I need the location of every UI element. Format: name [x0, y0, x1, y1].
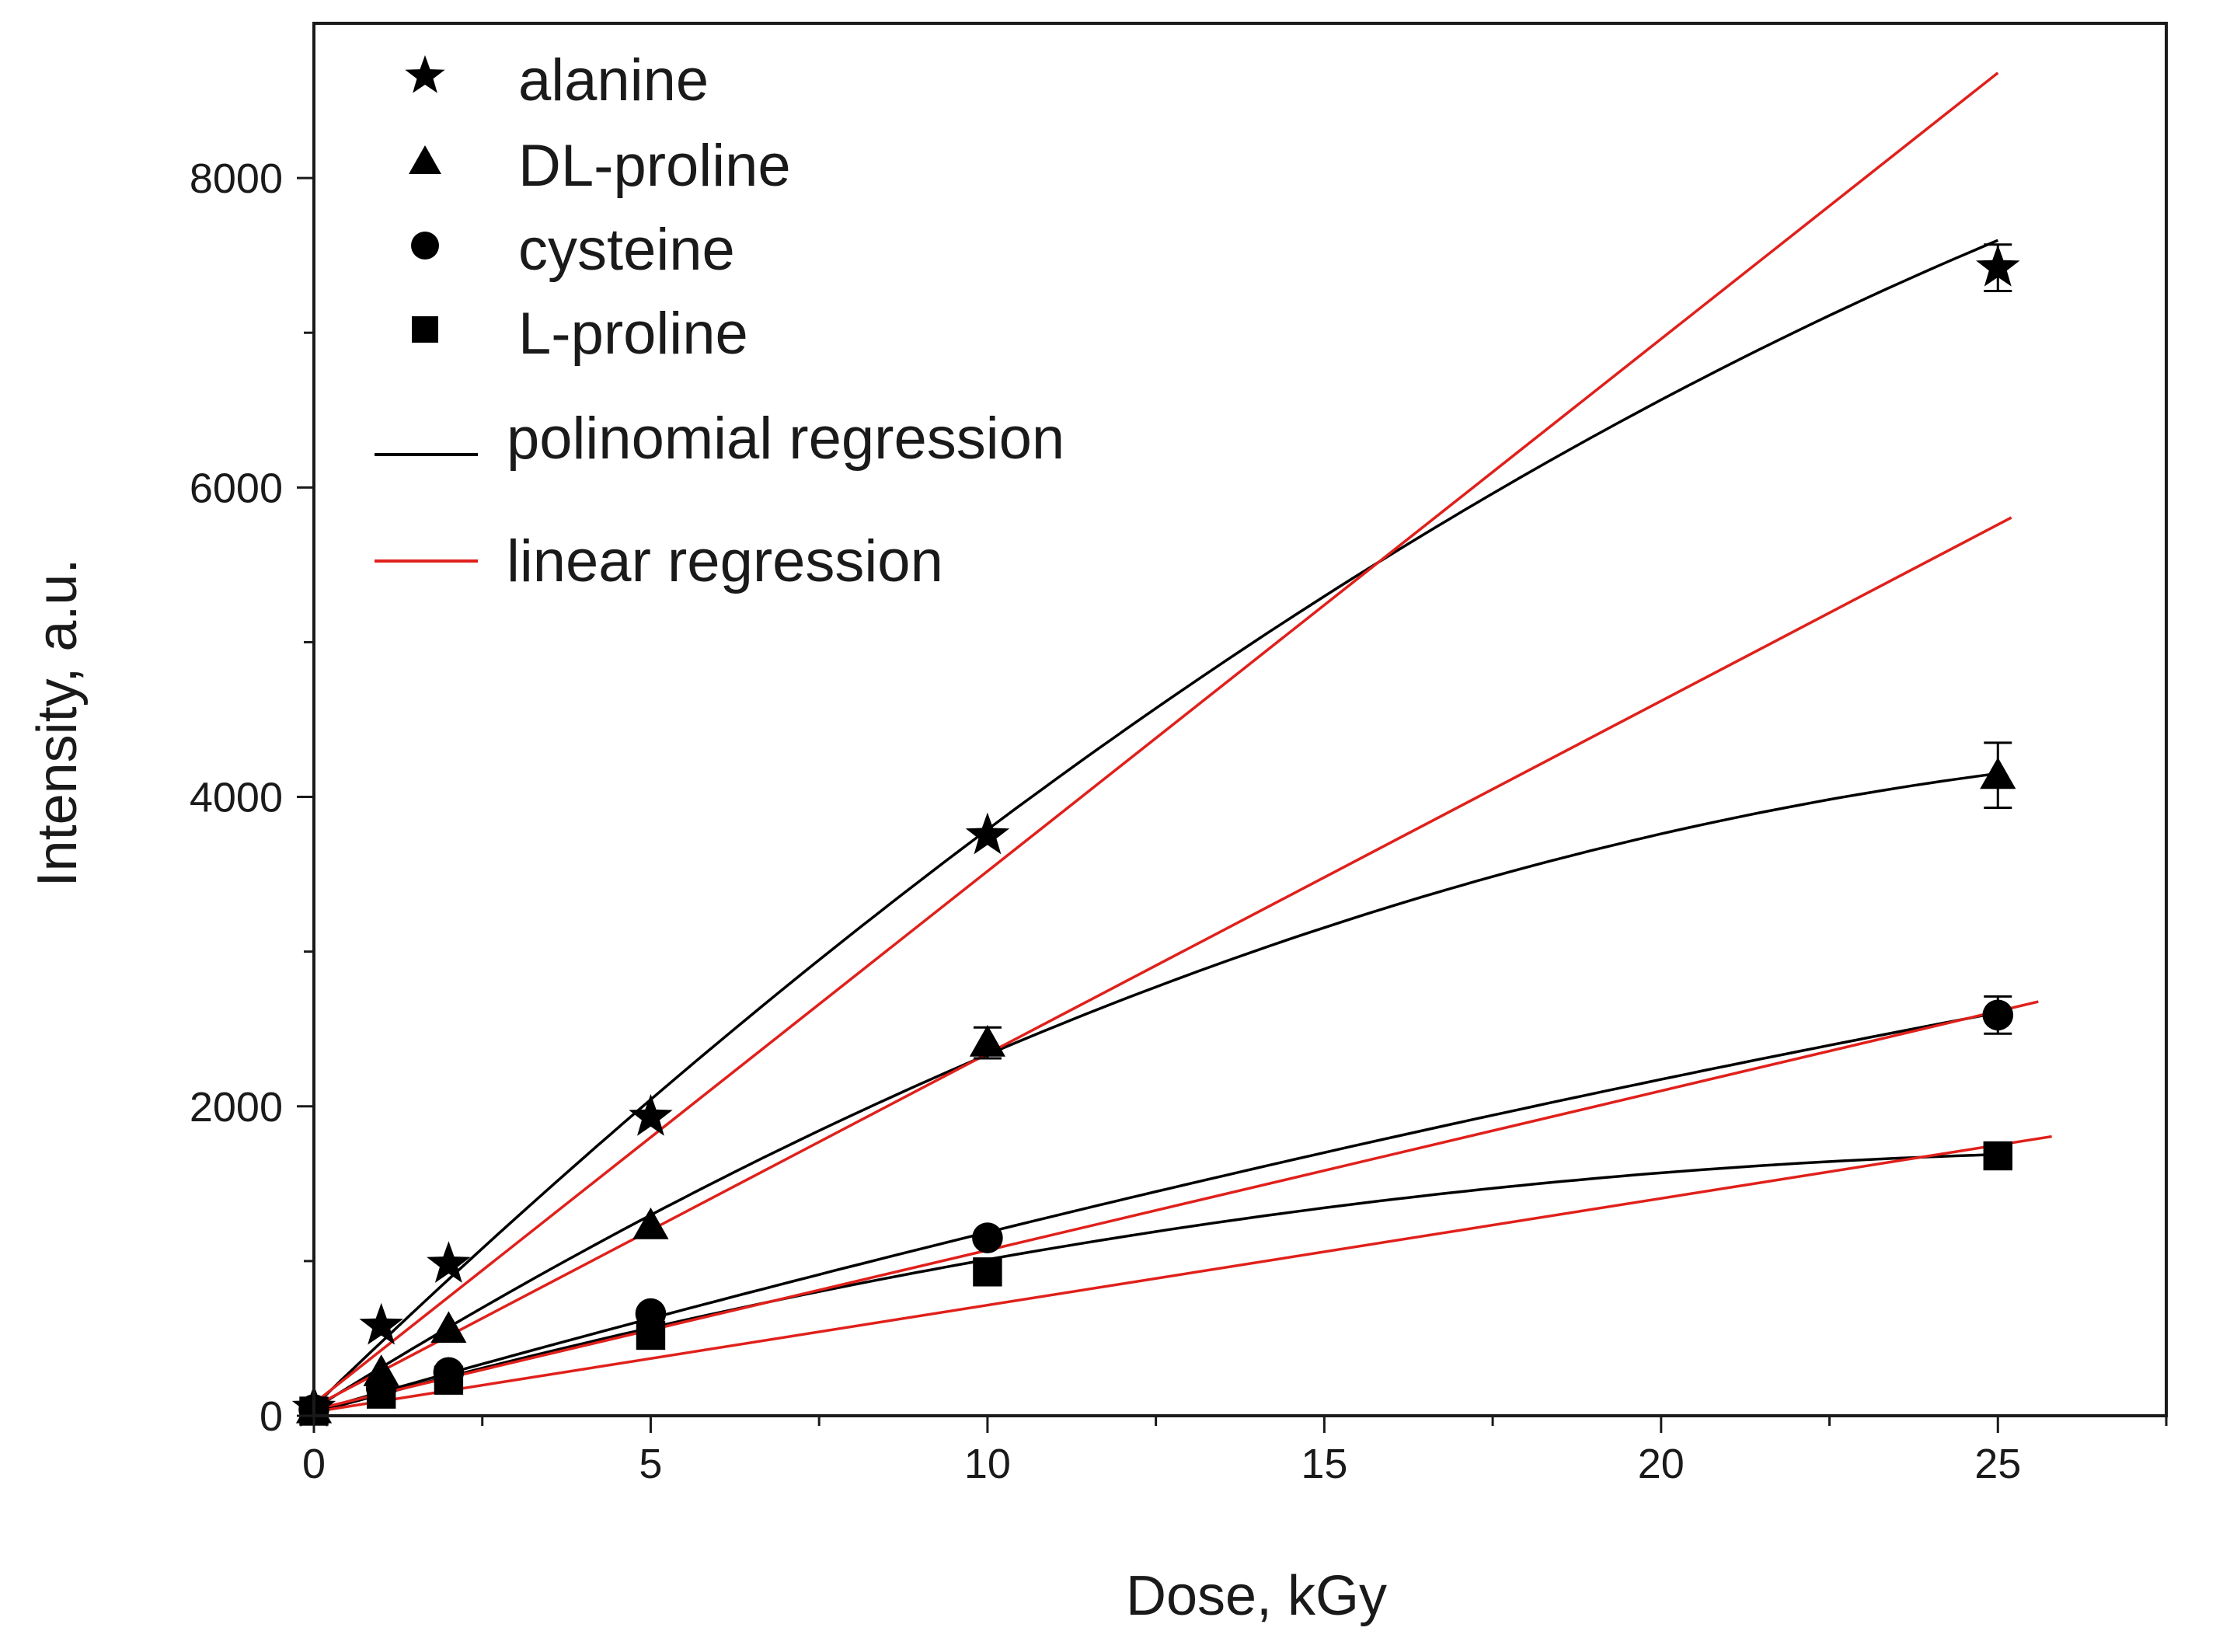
data-point-star — [965, 812, 1010, 855]
legend-marker-square — [412, 316, 438, 343]
data-point-circle — [972, 1222, 1003, 1253]
legend: alanine DL-proline cysteine L-proline polino… — [375, 47, 1064, 594]
x-tick-label: 25 — [1974, 1441, 2021, 1487]
x-axis: 0 5 10 15 20 25 — [302, 1416, 2168, 1487]
y-axis-title: Intensity, a.u. — [26, 559, 89, 887]
x-tick-label: 5 — [639, 1441, 662, 1487]
legend-marker-triangle — [409, 145, 441, 174]
data-point-triangle — [632, 1207, 669, 1239]
data-point-star — [359, 1302, 403, 1345]
polynomial-fit-line — [313, 772, 1998, 1410]
linear-fit-line — [313, 1134, 2052, 1413]
linear-fit-line — [313, 1000, 2039, 1411]
y-tick-label: 2000 — [190, 1084, 283, 1131]
data-point-triangle — [969, 1025, 1006, 1057]
fit-lines — [312, 71, 2052, 1414]
data-point-star — [1976, 244, 2020, 287]
polynomial-fit-line — [313, 1153, 1998, 1414]
y-tick-label: 4000 — [190, 775, 283, 821]
data-point-star — [629, 1094, 673, 1136]
data-point-square — [973, 1257, 1002, 1287]
legend-label: L-proline — [518, 301, 748, 367]
data-point-triangle — [430, 1311, 467, 1344]
data-point-circle — [1982, 999, 2014, 1031]
y-tick-label: 8000 — [190, 155, 283, 202]
legend-label: linear regression — [507, 528, 943, 594]
data-point-triangle — [1980, 757, 2016, 789]
legend-label: polinomial regression — [507, 406, 1064, 472]
data-point-square — [1983, 1141, 2012, 1171]
plot-frame — [312, 22, 2168, 1417]
legend-marker-star — [405, 55, 445, 93]
y-axis: 0 2000 4000 6000 8000 — [190, 155, 314, 1440]
x-axis-title: Dose, kGy — [1126, 1565, 1387, 1627]
legend-label: alanine — [518, 47, 709, 113]
data-point-square — [434, 1365, 464, 1395]
legend-label: DL-proline — [518, 133, 791, 199]
linear-fit-line — [313, 516, 2012, 1408]
legend-marker-circle — [411, 232, 439, 260]
data-point-star — [427, 1241, 471, 1283]
polynomial-fit-line — [312, 239, 1998, 1408]
x-tick-label: 0 — [302, 1441, 326, 1487]
x-tick-label: 15 — [1301, 1441, 1347, 1487]
y-tick-label: 6000 — [190, 465, 283, 511]
y-tick-label: 0 — [260, 1393, 283, 1440]
legend-label: cysteine — [518, 217, 735, 283]
data-point-square — [636, 1320, 666, 1351]
data-point-square — [366, 1379, 396, 1409]
polynomial-fit-line — [313, 1011, 1998, 1413]
linear-fit-line — [312, 71, 1999, 1405]
x-tick-label: 20 — [1638, 1441, 1685, 1487]
x-tick-label: 10 — [964, 1441, 1011, 1487]
